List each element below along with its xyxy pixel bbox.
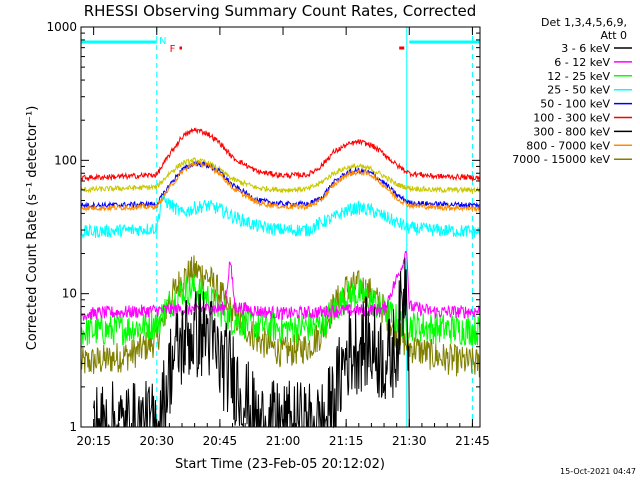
series-line (80, 193, 481, 240)
legend-header-line-2: Att 0 (601, 29, 627, 42)
x-tick-label: 21:45 (455, 434, 490, 448)
y-tick-label: 100 (54, 153, 77, 167)
series-line (80, 255, 481, 378)
legend-header-line-1: Det 1,3,4,5,6,9, (541, 16, 627, 29)
plot-area: NF (80, 27, 481, 429)
x-tick-label: 20:45 (203, 434, 238, 448)
series-line (80, 160, 481, 210)
annotation-n: N (159, 36, 166, 47)
series-line (80, 127, 481, 182)
series-line (80, 273, 481, 346)
legend-label: 3 - 6 keV (561, 42, 610, 55)
timestamp: 15-Oct-2021 04:47 (560, 467, 636, 476)
y-tick-label: 10 (62, 287, 77, 301)
legend-label: 25 - 50 keV (547, 84, 610, 97)
series-line (80, 250, 481, 321)
legend-label: 300 - 800 keV (533, 125, 610, 138)
y-tick-label: 1000 (46, 20, 77, 34)
x-tick-label: 20:30 (139, 434, 174, 448)
x-tick-label: 21:30 (392, 434, 427, 448)
legend-label: 7000 - 15000 keV (512, 153, 610, 166)
x-tick-label: 20:15 (76, 434, 111, 448)
series-line (80, 160, 481, 213)
x-tick-label: 21:00 (266, 434, 301, 448)
plot-frame (80, 26, 481, 428)
series-line (80, 157, 481, 195)
x-axis-label: Start Time (23-Feb-05 20:12:02) (175, 457, 385, 472)
y-tick-label: 1 (69, 420, 77, 434)
chart-title: RHESSI Observing Summary Count Rates, Co… (84, 2, 477, 20)
legend-label: 100 - 300 keV (533, 112, 610, 125)
annotation-f: F (170, 44, 176, 55)
y-axis-label: Corrected Count Rate (s⁻¹ detector⁻¹) (25, 106, 40, 351)
legend-label: 12 - 25 keV (547, 70, 610, 83)
legend-label: 800 - 7000 keV (526, 139, 610, 152)
legend-label: 50 - 100 keV (540, 98, 610, 111)
x-tick-label: 21:15 (329, 434, 364, 448)
legend-label: 6 - 12 keV (554, 56, 610, 69)
